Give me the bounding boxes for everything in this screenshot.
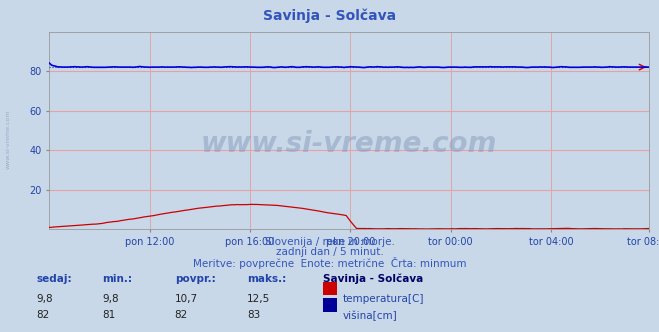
Text: 10,7: 10,7 (175, 294, 198, 304)
Text: sedaj:: sedaj: (36, 274, 72, 284)
Text: 83: 83 (247, 310, 260, 320)
Text: 82: 82 (175, 310, 188, 320)
Text: 12,5: 12,5 (247, 294, 270, 304)
Text: 9,8: 9,8 (36, 294, 53, 304)
Text: višina[cm]: višina[cm] (343, 310, 397, 321)
Text: maks.:: maks.: (247, 274, 287, 284)
Text: 9,8: 9,8 (102, 294, 119, 304)
Text: www.si-vreme.com: www.si-vreme.com (6, 110, 11, 169)
Text: www.si-vreme.com: www.si-vreme.com (201, 130, 498, 158)
Text: min.:: min.: (102, 274, 132, 284)
Text: Savinja - Solčava: Savinja - Solčava (263, 8, 396, 23)
Text: Slovenija / reke in morje.: Slovenija / reke in morje. (264, 237, 395, 247)
Text: temperatura[C]: temperatura[C] (343, 294, 424, 304)
Text: Meritve: povprečne  Enote: metrične  Črta: minmum: Meritve: povprečne Enote: metrične Črta:… (192, 257, 467, 269)
Text: povpr.:: povpr.: (175, 274, 215, 284)
Text: Savinja - Solčava: Savinja - Solčava (323, 274, 423, 285)
Text: 81: 81 (102, 310, 115, 320)
Text: zadnji dan / 5 minut.: zadnji dan / 5 minut. (275, 247, 384, 257)
Text: 82: 82 (36, 310, 49, 320)
